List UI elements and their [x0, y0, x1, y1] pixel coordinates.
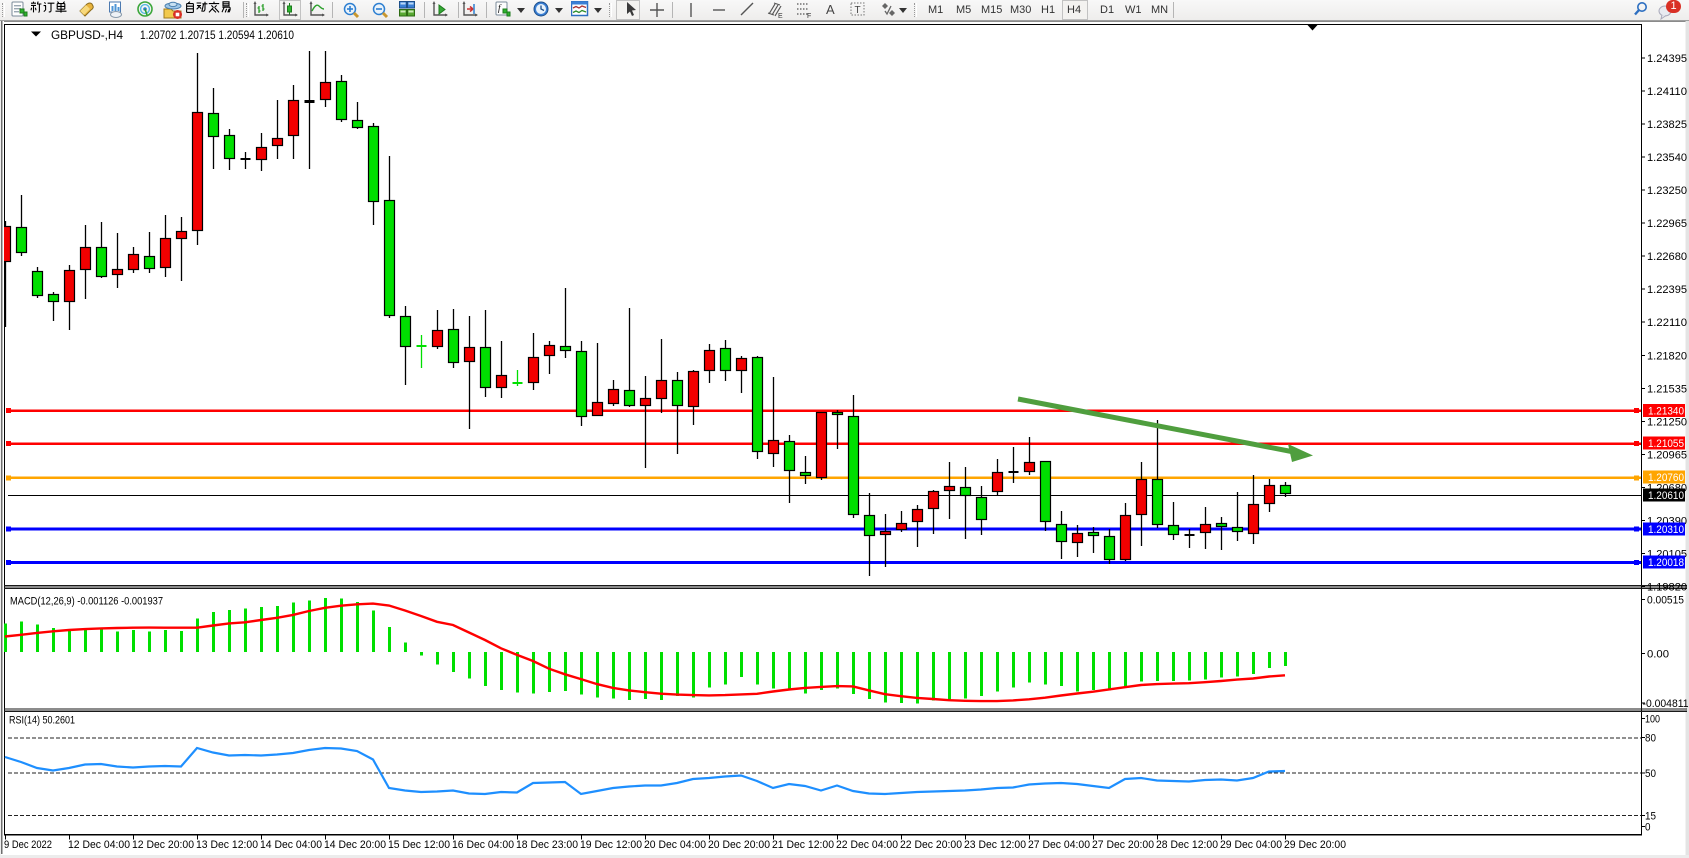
svg-text:0.00: 0.00	[1647, 649, 1669, 661]
svg-text:20 Dec 20:00: 20 Dec 20:00	[708, 839, 770, 851]
svg-text:9 Dec 2022: 9 Dec 2022	[4, 839, 52, 851]
svg-text:1.20610: 1.20610	[1648, 490, 1684, 502]
svg-text:12 Dec 20:00: 12 Dec 20:00	[132, 839, 194, 851]
svg-text:15 Dec 12:00: 15 Dec 12:00	[388, 839, 450, 851]
svg-text:0.00515: 0.00515	[1647, 595, 1684, 607]
svg-text:13 Dec 12:00: 13 Dec 12:00	[196, 839, 258, 851]
svg-text:22 Dec 20:00: 22 Dec 20:00	[900, 839, 962, 851]
svg-text:1.22395: 1.22395	[1647, 284, 1687, 296]
svg-text:19 Dec 12:00: 19 Dec 12:00	[580, 839, 642, 851]
svg-text:1.20965: 1.20965	[1647, 449, 1687, 461]
svg-text:80: 80	[1645, 733, 1656, 745]
svg-text:1.20018: 1.20018	[1648, 557, 1684, 569]
svg-text:1.20310: 1.20310	[1648, 524, 1684, 536]
svg-text:f: f	[498, 3, 502, 13]
svg-text:21 Dec 12:00: 21 Dec 12:00	[772, 839, 834, 851]
svg-text:1.22965: 1.22965	[1647, 218, 1687, 230]
svg-text:1.20702 1.20715 1.20594 1.2061: 1.20702 1.20715 1.20594 1.20610	[140, 28, 294, 42]
svg-text:RSI(14) 50.2601: RSI(14) 50.2601	[9, 715, 75, 727]
svg-text:-0.004811: -0.004811	[1643, 698, 1689, 710]
svg-text:1.22680: 1.22680	[1647, 251, 1687, 263]
svg-text:100: 100	[1645, 714, 1660, 726]
svg-text:0: 0	[1645, 822, 1651, 834]
svg-text:1.21820: 1.21820	[1647, 350, 1687, 362]
svg-text:1.20760: 1.20760	[1648, 472, 1684, 484]
svg-text:1.23250: 1.23250	[1647, 185, 1687, 197]
svg-text:18 Dec 23:00: 18 Dec 23:00	[516, 839, 578, 851]
svg-text:14 Dec 20:00: 14 Dec 20:00	[324, 839, 386, 851]
svg-text:1.21055: 1.21055	[1648, 438, 1684, 450]
svg-text:GBPUSD-,H4: GBPUSD-,H4	[51, 28, 123, 42]
svg-text:1.22110: 1.22110	[1647, 317, 1687, 329]
svg-text:1.24395: 1.24395	[1647, 53, 1687, 65]
svg-text:12 Dec 04:00: 12 Dec 04:00	[68, 839, 130, 851]
svg-text:1.24110: 1.24110	[1647, 86, 1687, 98]
svg-text:14 Dec 04:00: 14 Dec 04:00	[260, 839, 322, 851]
svg-text:23 Dec 12:00: 23 Dec 12:00	[964, 839, 1026, 851]
svg-text:29 Dec 04:00: 29 Dec 04:00	[1220, 839, 1282, 851]
svg-text:50: 50	[1645, 768, 1656, 780]
svg-text:1.21250: 1.21250	[1647, 416, 1687, 428]
svg-text:27 Dec 20:00: 27 Dec 20:00	[1092, 839, 1154, 851]
svg-text:T: T	[855, 5, 861, 16]
svg-text:F: F	[807, 13, 811, 20]
svg-text:28 Dec 12:00: 28 Dec 12:00	[1156, 839, 1218, 851]
svg-text:22 Dec 04:00: 22 Dec 04:00	[836, 839, 898, 851]
svg-text:16 Dec 04:00: 16 Dec 04:00	[452, 839, 514, 851]
svg-text:29 Dec 20:00: 29 Dec 20:00	[1284, 839, 1346, 851]
svg-text:20 Dec 04:00: 20 Dec 04:00	[644, 839, 706, 851]
svg-text:1.23825: 1.23825	[1647, 119, 1687, 131]
svg-text:MACD(12,26,9) -0.001126 -0.001: MACD(12,26,9) -0.001126 -0.001937	[10, 596, 163, 608]
svg-text:15: 15	[1645, 811, 1656, 823]
svg-text:1.23540: 1.23540	[1647, 152, 1687, 164]
svg-text:1.19820: 1.19820	[1647, 581, 1687, 593]
svg-text:1.21340: 1.21340	[1648, 406, 1684, 418]
svg-text:1.21535: 1.21535	[1647, 383, 1687, 395]
svg-text:E: E	[778, 13, 783, 20]
svg-text:27 Dec 04:00: 27 Dec 04:00	[1028, 839, 1090, 851]
